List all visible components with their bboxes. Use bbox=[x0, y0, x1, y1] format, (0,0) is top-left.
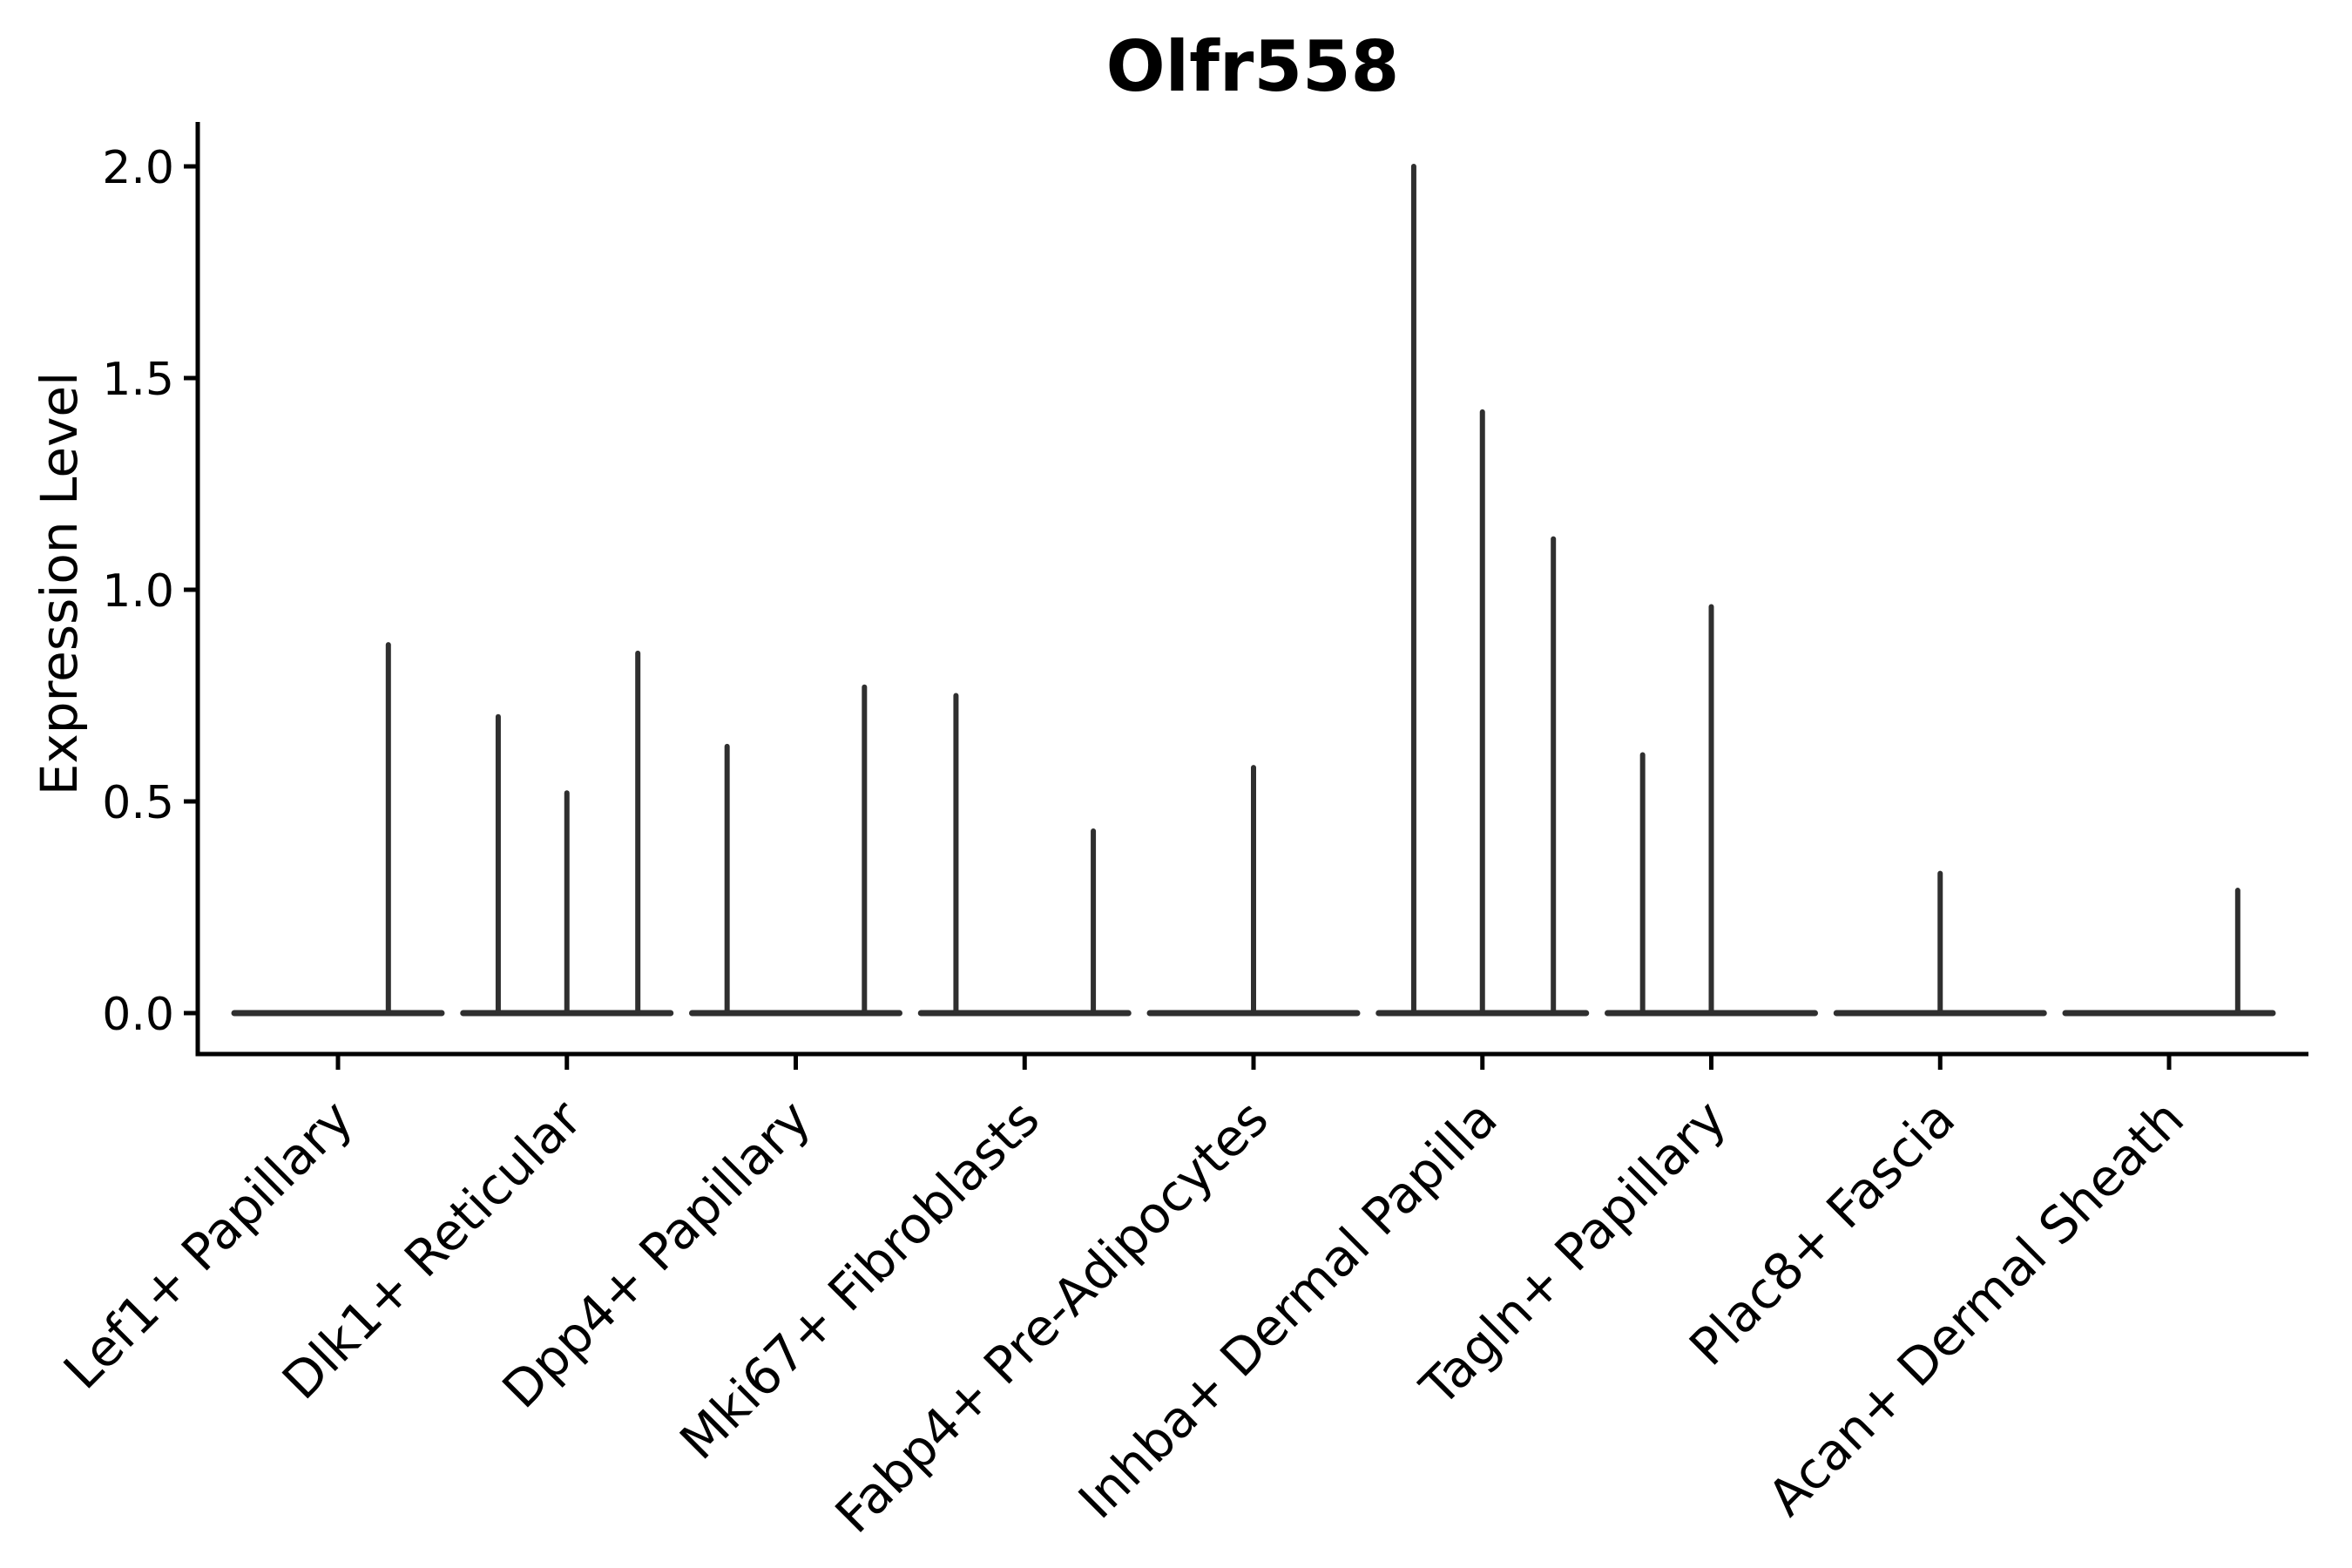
y-tick-label: 0.0 bbox=[102, 989, 174, 1041]
y-tick-label: 0.5 bbox=[102, 777, 174, 829]
x-tick-label: Acan+ Dermal Sheath bbox=[1756, 1089, 2194, 1527]
x-tick-label: Inhba+ Dermal Papilla bbox=[1067, 1089, 1509, 1531]
y-tick-label: 2.0 bbox=[102, 142, 174, 194]
y-tick-label: 1.0 bbox=[102, 565, 174, 618]
violin-series bbox=[231, 164, 2276, 1017]
y-tick-label: 1.5 bbox=[102, 354, 174, 406]
plot-title: Olfr558 bbox=[1106, 26, 1400, 107]
y-axis-ticks: 0.0 0.5 1.0 1.5 2.0 bbox=[102, 142, 198, 1041]
y-axis-label: Expression Level bbox=[30, 372, 89, 795]
x-tick-label: Fabp4+ Pre-Adipocytes bbox=[824, 1089, 1280, 1544]
